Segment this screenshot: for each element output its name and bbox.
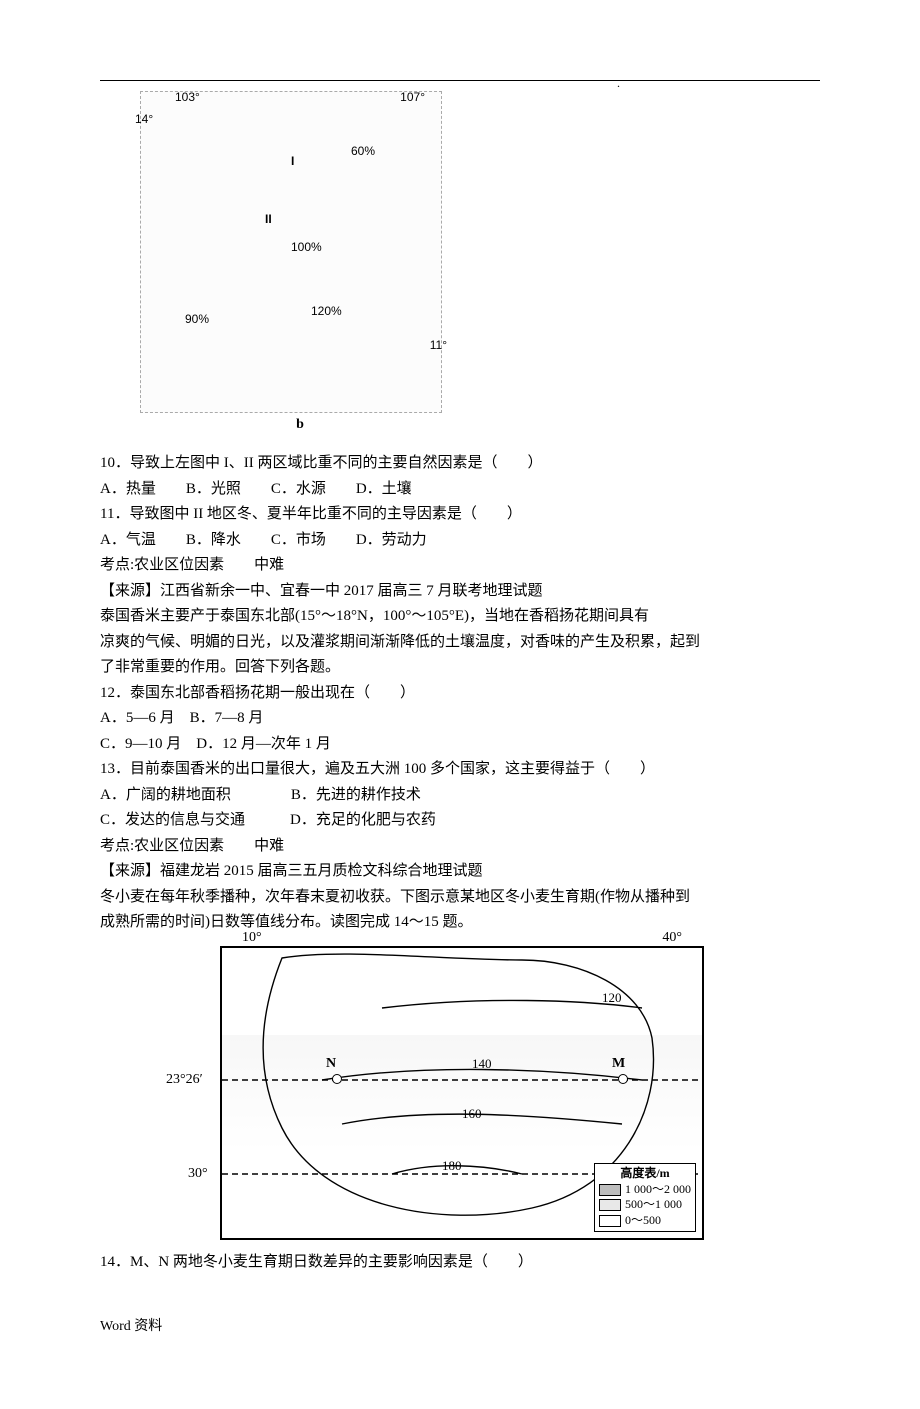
- q12-opt-a: A．5—6 月 B．7—8 月: [100, 706, 820, 732]
- figure-1-caption: b: [140, 417, 460, 433]
- map2-lon-right: 40°: [662, 930, 682, 946]
- q14-stem: 14．M、N 两地冬小麦生育期日数差异的主要影响因素是（ ）: [100, 1250, 820, 1276]
- contour-180: 180: [442, 1158, 462, 1174]
- q11-options: A．气温 B．降水 C．市场 D．劳动力: [100, 528, 820, 554]
- legend-swatch-3: [599, 1215, 621, 1227]
- q11-stem: 11．导致图中 II 地区冬、夏半年比重不同的主导因素是（ ）: [100, 502, 820, 528]
- figure-2-container: 10° 40° 23°26′ 30° 120 140 160 180 N: [220, 946, 700, 1240]
- contour-140: 140: [472, 1056, 492, 1072]
- lat-14: 14°: [135, 112, 153, 126]
- point-M-marker: [618, 1074, 628, 1084]
- source-1: 【来源】江西省新余一中、宜春一中 2017 届高三 7 月联考地理试题: [100, 579, 820, 605]
- q12-stem: 12．泰国东北部香稻扬花期一般出现在（ ）: [100, 681, 820, 707]
- pct-120: 120%: [311, 304, 342, 318]
- legend-range-2: 500～1 000: [625, 1197, 682, 1213]
- map2-lat-2326: 23°26′: [166, 1072, 203, 1088]
- q10-stem: 10．导致上左图中 I、II 两区域比重不同的主要自然因素是（ ）: [100, 451, 820, 477]
- point-N-marker: [332, 1074, 342, 1084]
- pct-90: 90%: [185, 312, 209, 326]
- legend-range-3: 0～500: [625, 1213, 661, 1229]
- lon-107: 107°: [400, 90, 425, 104]
- passage1-l2: 凉爽的气候、明媚的日光，以及灌浆期间渐渐降低的土壤温度，对香味的产生及积累，起到: [100, 630, 820, 656]
- q13-opt-b: C．发达的信息与交通 D．充足的化肥与农药: [100, 808, 820, 834]
- map-wheat-growth: 10° 40° 23°26′ 30° 120 140 160 180 N: [220, 946, 704, 1240]
- note-2: 考点:农业区位因素 中难: [100, 834, 820, 860]
- map2-lon-left: 10°: [242, 930, 262, 946]
- legend-title: 高度表/m: [599, 1166, 691, 1182]
- map2-lat-30: 30°: [188, 1166, 208, 1182]
- lon-103: 103°: [175, 90, 200, 104]
- lat-11: 11°: [430, 338, 447, 352]
- point-N-label: N: [326, 1056, 336, 1072]
- pct-60: 60%: [351, 144, 375, 158]
- q13-stem: 13．目前泰国香米的出口量很大，遍及五大洲 100 多个国家，这主要得益于（ ）: [100, 757, 820, 783]
- legend-swatch-1: [599, 1184, 621, 1196]
- header-dot: .: [617, 76, 620, 91]
- map2-legend: 高度表/m 1 000～2 000 500～1 000 0～500: [594, 1163, 696, 1231]
- note-1: 考点:农业区位因素 中难: [100, 553, 820, 579]
- passage1-l1: 泰国香米主要产于泰国东北部(15°～18°N，100°～105°E)，当地在香稻…: [100, 604, 820, 630]
- region-I: I: [291, 154, 294, 168]
- passage1-l3: 了非常重要的作用。回答下列各题。: [100, 655, 820, 681]
- legend-swatch-2: [599, 1199, 621, 1211]
- map-cambodia: 103° 107° 14° 11° I 60% II 100% 120% 90%: [140, 91, 442, 413]
- contour-160: 160: [462, 1106, 482, 1122]
- passage2-l1: 冬小麦在每年秋季播种，次年春末夏初收获。下图示意某地区冬小麦生育期(作物从播种到: [100, 885, 820, 911]
- legend-range-1: 1 000～2 000: [625, 1182, 691, 1198]
- region-II: II: [265, 212, 272, 226]
- contour-120: 120: [602, 990, 622, 1006]
- q10-options: A．热量 B．光照 C．水源 D．土壤: [100, 477, 820, 503]
- pct-100: 100%: [291, 240, 322, 254]
- footer: Word 资料: [100, 1315, 820, 1335]
- passage2-l2: 成熟所需的时间)日数等值线分布。读图完成 14～15 题。: [100, 910, 820, 936]
- point-M-label: M: [612, 1056, 625, 1072]
- q12-opt-b: C．9—10 月 D．12 月—次年 1 月: [100, 732, 820, 758]
- figure-1: 103° 107° 14° 11° I 60% II 100% 120% 90%…: [140, 91, 460, 441]
- q13-opt-a: A．广阔的耕地面积 B．先进的耕作技术: [100, 783, 820, 809]
- source-2: 【来源】福建龙岩 2015 届高三五月质检文科综合地理试题: [100, 859, 820, 885]
